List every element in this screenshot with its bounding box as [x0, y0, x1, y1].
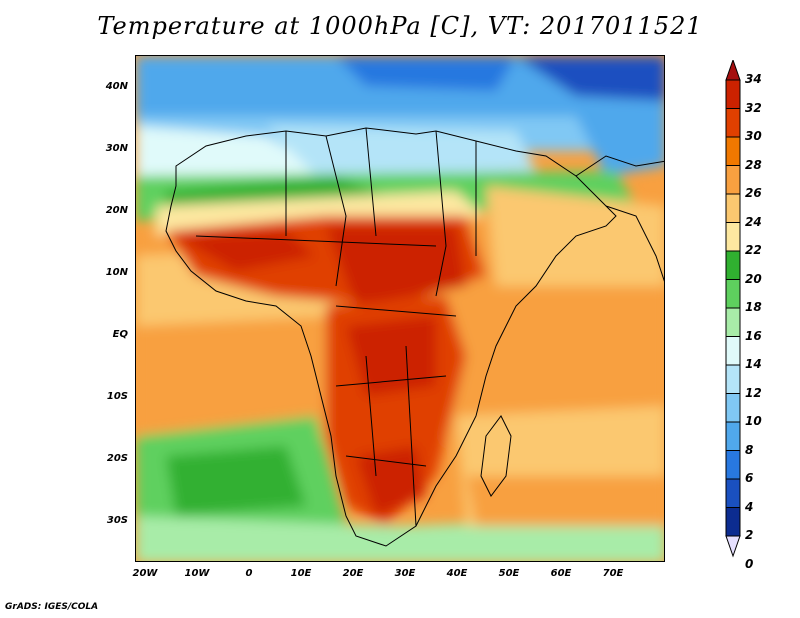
lon-label-70e: 70E — [602, 568, 624, 579]
colorbar-swatch — [725, 421, 741, 451]
temperature-map — [136, 56, 664, 561]
lon-label-50e: 50E — [498, 568, 520, 579]
colorbar-label: 28 — [745, 157, 762, 172]
map-title: Temperature at 1000hPa [C], VT: 20170115… — [97, 12, 703, 40]
lon-label-10w: 10W — [184, 568, 210, 579]
colorbar-swatch — [725, 336, 741, 366]
lat-label-10s: 10S — [106, 391, 128, 402]
lat-label-20s: 20S — [106, 453, 128, 464]
colorbar-label: 0 — [745, 556, 754, 571]
lat-label-40n: 40N — [105, 81, 128, 92]
colorbar-swatch — [725, 478, 741, 508]
lat-label-30n: 30N — [105, 143, 128, 154]
colorbar-swatch — [725, 450, 741, 480]
colorbar-swatch — [725, 108, 741, 138]
colorbar-swatch — [725, 193, 741, 223]
colorbar-swatch — [725, 279, 741, 309]
colorbar-swatch — [725, 136, 741, 166]
lon-label-20w: 20W — [132, 568, 158, 579]
colorbar-swatch — [725, 222, 741, 252]
lon-label-0: 0 — [245, 568, 253, 579]
lon-label-10e: 10E — [290, 568, 312, 579]
lat-label-20n: 20N — [105, 205, 128, 216]
colorbar-label: 20 — [745, 271, 762, 286]
colorbar-swatch — [725, 393, 741, 423]
colorbar-label: 6 — [745, 471, 754, 485]
map-plot-area — [135, 55, 665, 562]
colorbar-label: 26 — [745, 186, 762, 200]
colorbar-swatch — [725, 250, 741, 280]
colorbar — [725, 60, 741, 558]
lon-label-60e: 60E — [550, 568, 572, 579]
colorbar-label: 34 — [745, 72, 762, 86]
lon-label-20e: 20E — [342, 568, 364, 579]
colorbar-label: 10 — [745, 414, 762, 428]
lon-label-40e: 40E — [446, 568, 468, 579]
colorbar-label: 18 — [745, 300, 762, 314]
colorbar-label: 16 — [745, 328, 762, 343]
lat-label-30s: 30S — [106, 515, 128, 526]
colorbar-bottom-arrow — [725, 535, 741, 558]
lon-label-30e: 30E — [394, 568, 416, 579]
colorbar-label: 30 — [745, 129, 762, 143]
colorbar-label: 32 — [745, 100, 762, 115]
colorbar-label: 14 — [745, 357, 762, 371]
colorbar-top-arrow — [725, 60, 741, 81]
colorbar-label: 22 — [745, 243, 762, 257]
colorbar-label: 12 — [745, 385, 762, 400]
colorbar-label: 24 — [745, 214, 762, 229]
lat-label-10n: 10N — [105, 267, 128, 278]
colorbar-label: 8 — [745, 442, 754, 457]
colorbar-swatch — [725, 364, 741, 394]
colorbar-label: 4 — [745, 499, 754, 514]
colorbar-swatch — [725, 307, 741, 337]
colorbar-swatch — [725, 165, 741, 195]
colorbar-swatch — [725, 79, 741, 109]
colorbar-swatch — [725, 507, 741, 537]
colorbar-label: 2 — [745, 528, 754, 542]
footer-credit: GrADS: IGES/COLA — [5, 602, 99, 612]
lat-label-eq: EQ — [112, 329, 128, 340]
